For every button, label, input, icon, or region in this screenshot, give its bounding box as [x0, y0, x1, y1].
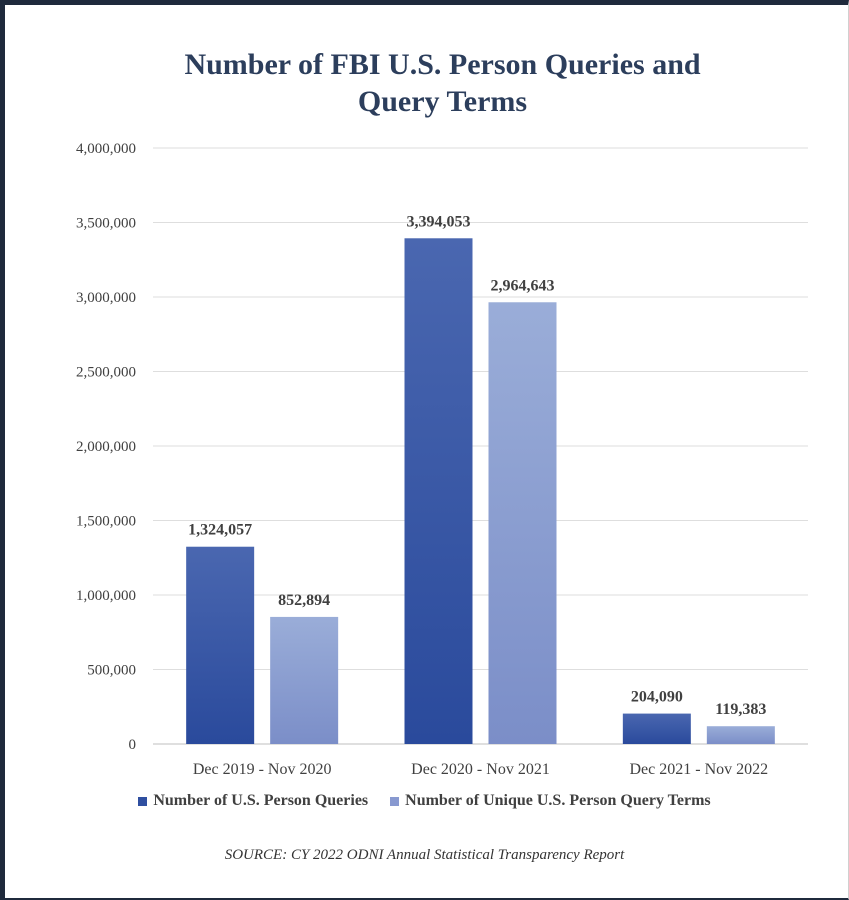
bar-query-terms [270, 616, 339, 744]
x-axis: Dec 2019 - Nov 2020 Dec 2020 - Nov 2021 De… [193, 761, 768, 778]
bar-queries [404, 238, 473, 744]
y-tick-label: 500,000 [87, 663, 136, 679]
legend-label-query-terms: Number of Unique U.S. Person Query Terms [405, 792, 711, 809]
legend-item-query-terms: Number of Unique U.S. Person Query Terms [390, 792, 711, 810]
y-tick-label: 2,500,000 [76, 365, 136, 381]
x-tick-label: Dec 2021 - Nov 2022 [630, 761, 769, 778]
bars [186, 238, 775, 744]
x-tick-label: Dec 2019 - Nov 2020 [193, 761, 332, 778]
y-tick-label: 2,000,000 [76, 439, 136, 455]
legend-label-queries: Number of U.S. Person Queries [153, 792, 369, 809]
gridlines [153, 147, 808, 745]
x-tick-label: Dec 2020 - Nov 2021 [411, 761, 550, 778]
legend-swatch-queries [138, 796, 148, 806]
data-label-query-terms: 852,894 [278, 592, 330, 609]
legend-swatch-query-terms [390, 796, 400, 806]
source-note: SOURCE: CY 2022 ODNI Annual Statistical … [224, 847, 625, 863]
chart-title: Number of FBI U.S. Person Queries and Qu… [0, 46, 849, 120]
data-labels: 1,324,057 852,894 3,394,053 2,964,643 204,09… [188, 213, 766, 718]
bar-query-terms [488, 302, 557, 744]
y-tick-label: 1,000,000 [76, 588, 136, 604]
y-tick-label: 0 [129, 737, 137, 753]
bar-queries [186, 546, 255, 744]
legend: Number of U.S. Person Queries Number of … [0, 792, 849, 810]
bar-queries [622, 713, 691, 744]
y-axis: 0 500,000 1,000,000 1,500,000 2,000,000 2,500… [76, 141, 136, 753]
data-label-query-terms: 2,964,643 [491, 277, 555, 294]
bar-query-terms [706, 726, 775, 744]
data-label-query-terms: 119,383 [715, 701, 766, 718]
legend-item-queries: Number of U.S. Person Queries [138, 792, 368, 810]
data-label-queries: 1,324,057 [188, 522, 252, 539]
y-tick-label: 3,000,000 [76, 290, 136, 306]
chart-title-line-1: Number of FBI U.S. Person Queries and [184, 48, 701, 81]
data-label-queries: 204,090 [631, 689, 683, 706]
data-label-queries: 3,394,053 [407, 213, 471, 230]
chart-title-line-2: Query Terms [357, 85, 528, 118]
y-tick-label: 3,500,000 [76, 216, 136, 232]
y-tick-label: 4,000,000 [76, 141, 136, 157]
y-tick-label: 1,500,000 [76, 514, 136, 530]
